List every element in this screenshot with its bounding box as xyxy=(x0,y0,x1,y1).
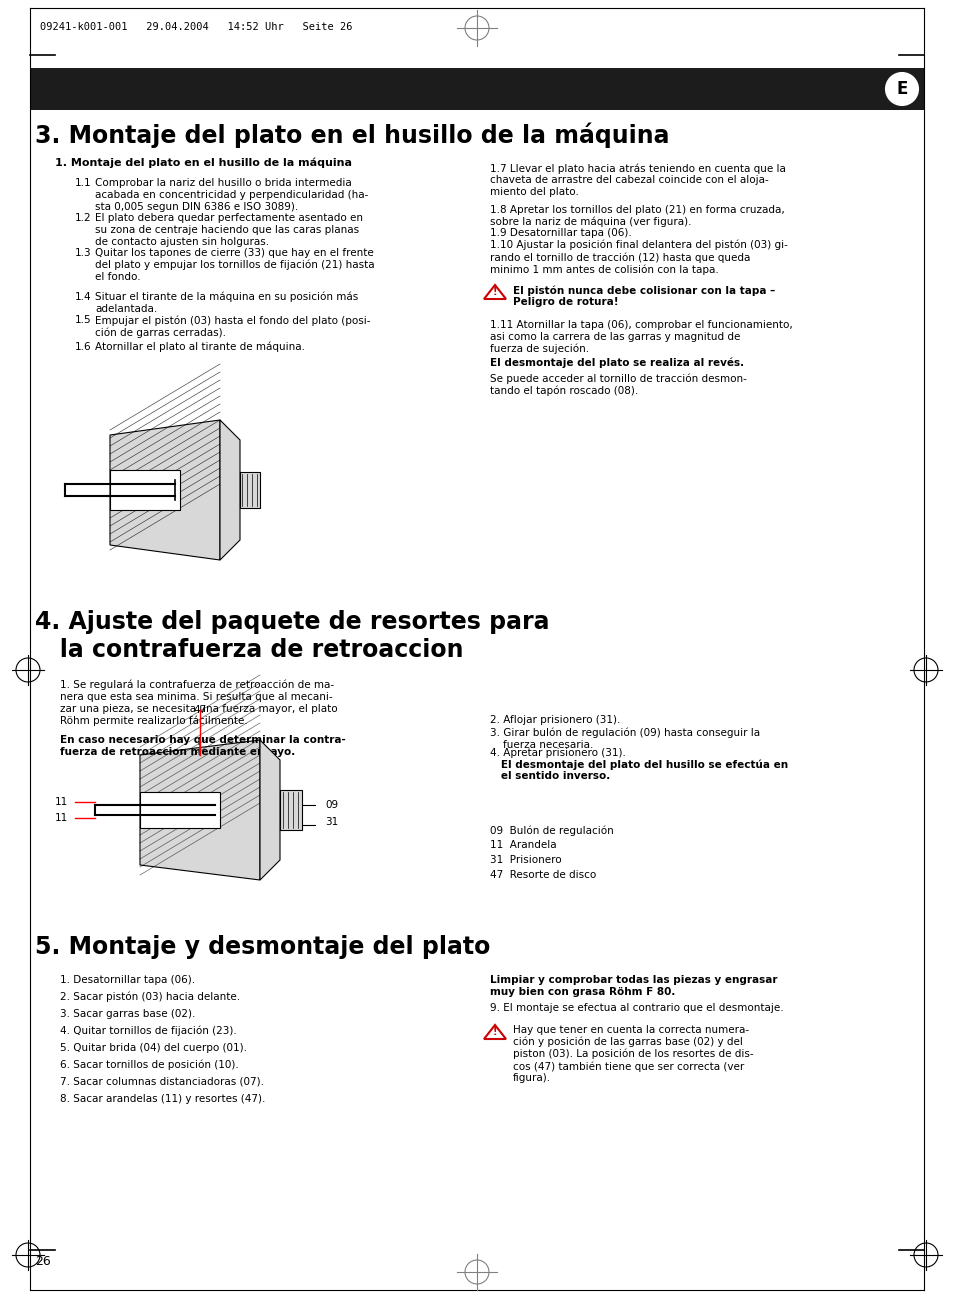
Text: !: ! xyxy=(493,287,497,298)
Text: 31  Prisionero: 31 Prisionero xyxy=(490,855,561,865)
Text: 31: 31 xyxy=(325,817,338,827)
Polygon shape xyxy=(140,792,220,827)
Text: 26: 26 xyxy=(35,1255,51,1268)
Text: 1.9 Desatornillar tapa (06).: 1.9 Desatornillar tapa (06). xyxy=(490,228,631,238)
Text: 1. Desatornillar tapa (06).: 1. Desatornillar tapa (06). xyxy=(60,975,195,985)
Text: Limpiar y comprobar todas las piezas y engrasar
muy bien con grasa Röhm F 80.: Limpiar y comprobar todas las piezas y e… xyxy=(490,975,777,997)
Text: 1.1: 1.1 xyxy=(75,177,91,188)
Polygon shape xyxy=(110,420,220,560)
Text: !: ! xyxy=(493,1027,497,1037)
Text: de contacto ajusten sin holguras.: de contacto ajusten sin holguras. xyxy=(95,238,269,247)
Text: 1.8 Apretar los tornillos del plato (21) en forma cruzada,
sobre la nariz de máq: 1.8 Apretar los tornillos del plato (21)… xyxy=(490,205,784,227)
Text: 2. Sacar pistón (03) hacia delante.: 2. Sacar pistón (03) hacia delante. xyxy=(60,992,240,1002)
Text: 1.7 Llevar el plato hacia atrás teniendo en cuenta que la
chaveta de arrastre de: 1.7 Llevar el plato hacia atrás teniendo… xyxy=(490,163,785,197)
Text: 1.4: 1.4 xyxy=(75,292,91,301)
Text: E: E xyxy=(896,80,906,98)
Text: 47: 47 xyxy=(193,705,207,715)
Text: 09241-k001-001   29.04.2004   14:52 Uhr   Seite 26: 09241-k001-001 29.04.2004 14:52 Uhr Seit… xyxy=(40,22,352,33)
Text: 9. El montaje se efectua al contrario que el desmontaje.: 9. El montaje se efectua al contrario qu… xyxy=(490,1004,782,1013)
Text: 3. Sacar garras base (02).: 3. Sacar garras base (02). xyxy=(60,1009,195,1019)
Polygon shape xyxy=(483,1024,505,1039)
Text: 47  Resorte de disco: 47 Resorte de disco xyxy=(490,870,596,880)
Text: Atornillar el plato al tirante de máquina.: Atornillar el plato al tirante de máquin… xyxy=(95,342,305,352)
Text: la contrafuerza de retroaccion: la contrafuerza de retroaccion xyxy=(35,638,463,662)
Text: El desmontaje del plato del husillo se efectúa en
   el sentido inverso.: El desmontaje del plato del husillo se e… xyxy=(490,760,787,782)
Text: 3. Montaje del plato en el husillo de la máquina: 3. Montaje del plato en el husillo de la… xyxy=(35,121,669,147)
Text: 3. Girar bulón de regulación (09) hasta conseguir la
    fuerza necesaria.: 3. Girar bulón de regulación (09) hasta … xyxy=(490,728,760,750)
Text: 2. Aflojar prisionero (31).: 2. Aflojar prisionero (31). xyxy=(490,715,619,726)
Polygon shape xyxy=(220,420,240,560)
Polygon shape xyxy=(483,284,505,299)
Text: Situar el tirante de la máquina en su posición más: Situar el tirante de la máquina en su po… xyxy=(95,292,358,303)
Text: El plato debera quedar perfectamente asentado en: El plato debera quedar perfectamente ase… xyxy=(95,213,363,223)
Polygon shape xyxy=(140,740,260,880)
Text: 11  Arandela: 11 Arandela xyxy=(490,840,556,850)
Text: 1.5: 1.5 xyxy=(75,315,91,325)
Text: 1.11 Atornillar la tapa (06), comprobar el funcionamiento,
asi como la carrera d: 1.11 Atornillar la tapa (06), comprobar … xyxy=(490,320,792,354)
Polygon shape xyxy=(260,740,280,880)
Text: En caso necesario hay que determinar la contra-
fuerza de retroaccion mediante e: En caso necesario hay que determinar la … xyxy=(60,735,345,757)
Text: 1.10 Ajustar la posición final delantera del pistón (03) gi-
rando el tornillo d: 1.10 Ajustar la posición final delantera… xyxy=(490,240,787,275)
Text: Se puede acceder al tornillo de tracción desmon-
tando el tapón roscado (08).: Se puede acceder al tornillo de tracción… xyxy=(490,373,746,395)
Text: 4. Quitar tornillos de fijación (23).: 4. Quitar tornillos de fijación (23). xyxy=(60,1026,236,1036)
Text: 1. Montaje del plato en el husillo de la máquina: 1. Montaje del plato en el husillo de la… xyxy=(55,158,352,168)
Text: Quitar los tapones de cierre (33) que hay en el frente: Quitar los tapones de cierre (33) que ha… xyxy=(95,248,374,258)
Bar xyxy=(240,472,260,508)
Text: 5. Montaje y desmontaje del plato: 5. Montaje y desmontaje del plato xyxy=(35,934,490,959)
Text: 1.3: 1.3 xyxy=(75,248,91,258)
Text: 09: 09 xyxy=(325,800,337,810)
Bar xyxy=(30,68,923,110)
Text: 1.2: 1.2 xyxy=(75,213,91,223)
Text: 11: 11 xyxy=(55,813,69,823)
Text: 5. Quitar brida (04) del cuerpo (01).: 5. Quitar brida (04) del cuerpo (01). xyxy=(60,1043,247,1053)
Text: El desmontaje del plato se realiza al revés.: El desmontaje del plato se realiza al re… xyxy=(490,358,743,368)
Polygon shape xyxy=(110,470,180,510)
Text: el fondo.: el fondo. xyxy=(95,271,140,282)
Text: 6. Sacar tornillos de posición (10).: 6. Sacar tornillos de posición (10). xyxy=(60,1060,238,1070)
Text: El pistón nunca debe colisionar con la tapa –
Peligro de rotura!: El pistón nunca debe colisionar con la t… xyxy=(513,284,775,307)
Text: 11: 11 xyxy=(55,797,69,806)
Text: Comprobar la nariz del husillo o brida intermedia: Comprobar la nariz del husillo o brida i… xyxy=(95,177,352,188)
Circle shape xyxy=(885,73,917,104)
Text: del plato y empujar los tornillos de fijación (21) hasta: del plato y empujar los tornillos de fij… xyxy=(95,260,375,270)
Text: 09  Bulón de regulación: 09 Bulón de regulación xyxy=(490,825,613,835)
Text: 4. Apretar prisionero (31).: 4. Apretar prisionero (31). xyxy=(490,748,625,758)
Text: acabada en concentricidad y perpendicularidad (ha-: acabada en concentricidad y perpendicula… xyxy=(95,191,368,200)
Text: 7. Sacar columnas distanciadoras (07).: 7. Sacar columnas distanciadoras (07). xyxy=(60,1077,264,1087)
Text: Empujar el pistón (03) hasta el fondo del plato (posi-: Empujar el pistón (03) hasta el fondo de… xyxy=(95,315,370,325)
Text: adelantada.: adelantada. xyxy=(95,304,157,315)
Text: Hay que tener en cuenta la correcta numera-
ción y posición de las garras base (: Hay que tener en cuenta la correcta nume… xyxy=(513,1024,753,1083)
Bar xyxy=(280,790,302,830)
Text: su zona de centraje haciendo que las caras planas: su zona de centraje haciendo que las car… xyxy=(95,224,358,235)
Text: ción de garras cerradas).: ción de garras cerradas). xyxy=(95,328,226,338)
Text: sta 0,005 segun DIN 6386 e ISO 3089).: sta 0,005 segun DIN 6386 e ISO 3089). xyxy=(95,202,298,211)
Text: 1.6: 1.6 xyxy=(75,342,91,352)
Text: 1. Se regulará la contrafuerza de retroacción de ma-
nera que esta sea minima. S: 1. Se regulará la contrafuerza de retroa… xyxy=(60,680,337,726)
Text: 8. Sacar arandelas (11) y resortes (47).: 8. Sacar arandelas (11) y resortes (47). xyxy=(60,1094,265,1104)
Text: 4. Ajuste del paquete de resortes para: 4. Ajuste del paquete de resortes para xyxy=(35,609,549,634)
